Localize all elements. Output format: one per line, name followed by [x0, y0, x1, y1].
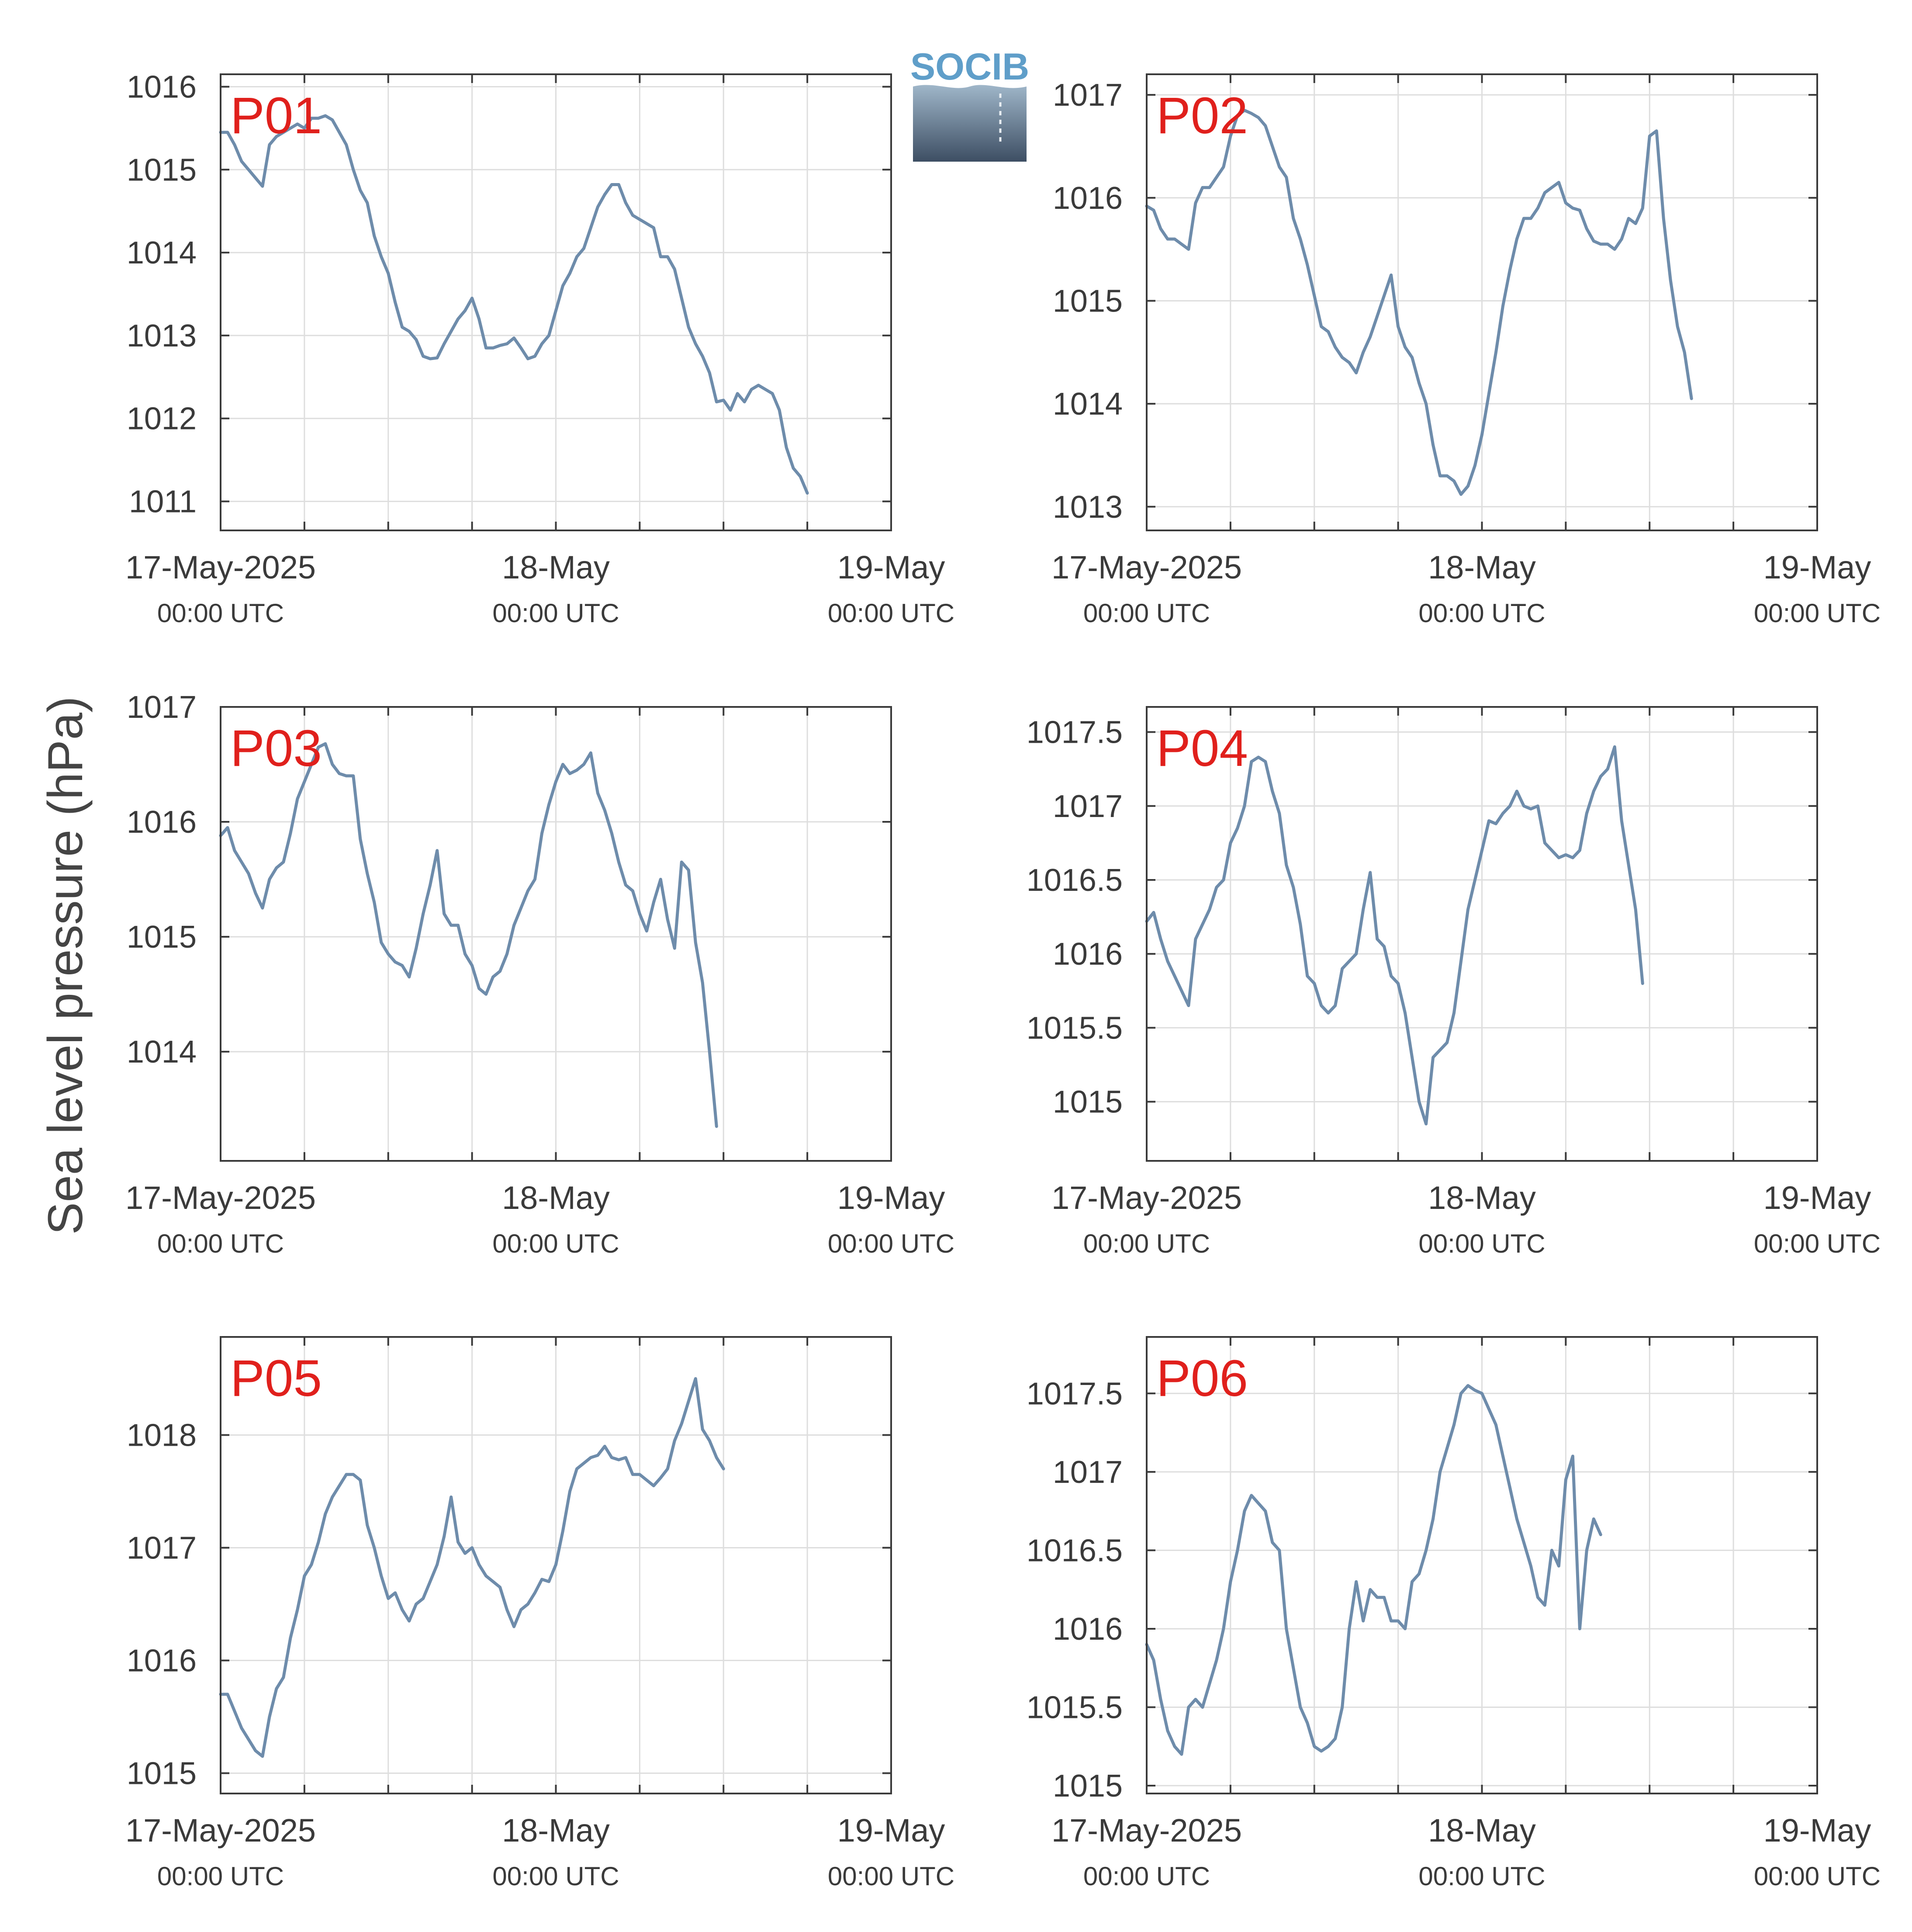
x-tick-label: 17-May-2025 [1051, 1180, 1242, 1216]
y-tick-label: 1018 [127, 1418, 197, 1453]
y-tick-label: 1017.5 [1027, 715, 1123, 750]
x-tick-label: 18-May [1428, 549, 1536, 585]
y-tick-label: 1012 [127, 402, 197, 436]
y-tick-label: 1016 [127, 69, 197, 104]
y-tick-label: 1017 [127, 1531, 197, 1566]
x-tick-label: 17-May-2025 [1051, 549, 1242, 585]
y-tick-label: 1014 [127, 1035, 197, 1070]
x-tick-sublabel: 00:00 UTC [157, 1862, 284, 1891]
y-tick-label: 1015 [1053, 284, 1123, 319]
panel-label: P01 [230, 87, 322, 145]
x-tick-label: 19-May [837, 1812, 945, 1849]
y-tick-label: 1017.5 [1027, 1376, 1123, 1411]
y-tick-label: 1016.5 [1027, 1533, 1123, 1568]
x-tick-sublabel: 00:00 UTC [1418, 1229, 1545, 1258]
y-tick-label: 1015 [127, 920, 197, 955]
x-tick-sublabel: 00:00 UTC [1754, 1862, 1881, 1891]
y-axis-label: Sea level pressure (hPa) [38, 696, 93, 1235]
panel-p03: 1014 1015 1016 1017 17-May-2025 00:00 UTC 18-M… [125, 690, 954, 1258]
y-tick-label: 1016 [127, 805, 197, 840]
x-tick-label: 19-May [837, 549, 945, 585]
x-tick-sublabel: 00:00 UTC [828, 599, 954, 628]
x-tick-label: 17-May-2025 [125, 1812, 316, 1849]
x-tick-sublabel: 00:00 UTC [1754, 599, 1881, 628]
panel-label: P04 [1156, 720, 1248, 777]
y-tick-label: 1016 [127, 1644, 197, 1679]
x-tick-label: 18-May [502, 1180, 610, 1216]
y-tick-label: 1013 [1053, 490, 1123, 525]
panel-label: P05 [230, 1350, 322, 1407]
x-tick-label: 18-May [1428, 1180, 1536, 1216]
x-tick-sublabel: 00:00 UTC [828, 1862, 954, 1891]
panel-p02: 1013 1014 1015 1016 1017 17-May-2025 00:00 UTC… [1051, 73, 1881, 628]
x-tick-label: 17-May-2025 [125, 1180, 316, 1216]
series-line-p03 [219, 742, 718, 1128]
series-line-p06 [1145, 1384, 1602, 1756]
series-line-p04 [1145, 745, 1644, 1125]
y-tick-label: 1015 [127, 1756, 197, 1791]
panel-label: P03 [230, 720, 322, 777]
y-tick-label: 1011 [129, 485, 197, 519]
y-tick-label: 1016 [1053, 937, 1123, 972]
x-tick-sublabel: 00:00 UTC [1083, 599, 1210, 628]
x-tick-sublabel: 00:00 UTC [1083, 1862, 1210, 1891]
y-tick-label: 1017 [1053, 789, 1123, 824]
x-tick-label: 17-May-2025 [1051, 1812, 1242, 1849]
x-tick-sublabel: 00:00 UTC [828, 1229, 954, 1258]
y-tick-label: 1017 [1053, 78, 1123, 113]
x-tick-label: 19-May [1763, 549, 1871, 585]
series-line-p02 [1145, 109, 1693, 496]
y-tick-label: 1016 [1053, 1612, 1123, 1647]
y-tick-label: 1015.5 [1027, 1690, 1123, 1725]
panel-label: P02 [1156, 87, 1248, 145]
series-line-p01 [219, 114, 809, 495]
panel-p01: 1011 1012 1013 1014 1015 1016 17-May-2025 00:00… [125, 69, 954, 628]
x-tick-label: 18-May [502, 549, 610, 585]
x-tick-label: 17-May-2025 [125, 549, 316, 585]
y-tick-label: 1013 [127, 319, 197, 353]
x-tick-sublabel: 00:00 UTC [157, 599, 284, 628]
x-tick-sublabel: 00:00 UTC [1418, 599, 1545, 628]
x-tick-label: 19-May [837, 1180, 945, 1216]
panel-p06: 1015 1015.5 1016 1016.5 1017 1017.5 17-May-202… [1027, 1336, 1881, 1891]
y-tick-label: 1015 [1053, 1085, 1123, 1120]
series-line-p05 [219, 1377, 725, 1758]
y-tick-label: 1015.5 [1027, 1011, 1123, 1046]
logo-wave [913, 85, 1027, 162]
logo-text: SOCIB [910, 46, 1029, 88]
x-tick-label: 18-May [1428, 1812, 1536, 1849]
socib-logo: SOCIB [910, 46, 1029, 162]
y-tick-label: 1016.5 [1027, 863, 1123, 898]
y-tick-label: 1017 [127, 690, 197, 725]
y-tick-label: 1015 [1053, 1769, 1123, 1804]
x-tick-label: 19-May [1763, 1180, 1871, 1216]
x-tick-label: 19-May [1763, 1812, 1871, 1849]
panel-p05: 1015 1016 1017 1018 17-May-2025 00:00 UTC 18-M… [125, 1336, 954, 1891]
panel-label: P06 [1156, 1350, 1248, 1407]
x-tick-label: 18-May [502, 1812, 610, 1849]
x-tick-sublabel: 00:00 UTC [1418, 1862, 1545, 1891]
y-tick-label: 1014 [127, 235, 197, 270]
y-tick-label: 1016 [1053, 181, 1123, 216]
y-tick-label: 1015 [127, 152, 197, 187]
y-tick-label: 1017 [1053, 1455, 1123, 1490]
x-tick-sublabel: 00:00 UTC [1083, 1229, 1210, 1258]
x-tick-sublabel: 00:00 UTC [492, 599, 619, 628]
x-tick-sublabel: 00:00 UTC [492, 1229, 619, 1258]
x-tick-sublabel: 00:00 UTC [157, 1229, 284, 1258]
panel-p04: 1015 1015.5 1016 1016.5 1017 1017.5 17-May-202… [1027, 706, 1881, 1258]
chart-panels: 1011 1012 1013 1014 1015 1016 17-May-2025 00:00… [125, 69, 1881, 1891]
x-tick-sublabel: 00:00 UTC [1754, 1229, 1881, 1258]
x-tick-sublabel: 00:00 UTC [492, 1862, 619, 1891]
y-tick-label: 1014 [1053, 387, 1123, 422]
